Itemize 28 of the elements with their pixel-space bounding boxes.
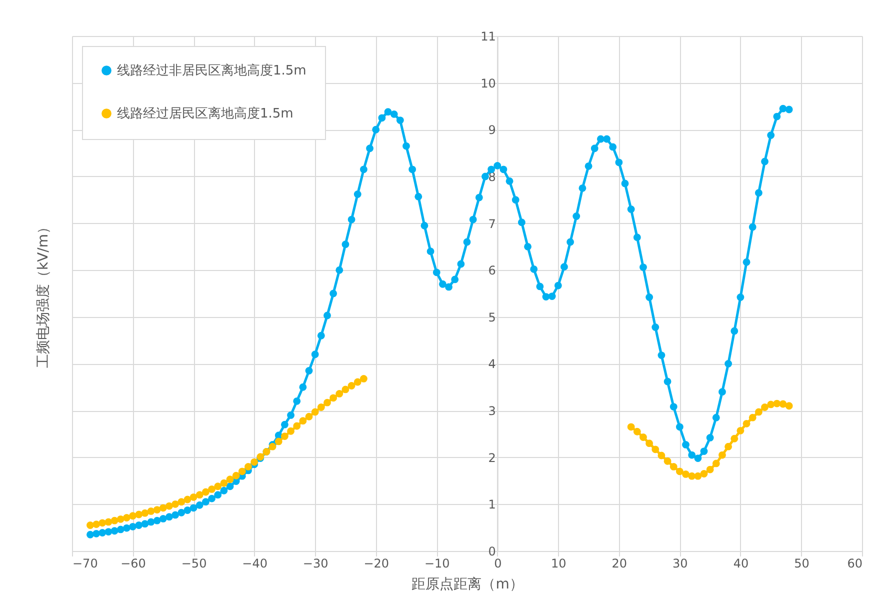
x-axis-title: 距原点距离（m） <box>412 576 524 592</box>
x-tick-label: −20 <box>364 556 390 570</box>
y-tick-label: 9 <box>488 123 496 138</box>
y-tick-label: 1 <box>488 498 496 512</box>
y-tick-label: 7 <box>488 216 496 231</box>
y-tick-label: 3 <box>488 404 496 418</box>
x-tick-label: 40 <box>733 556 749 570</box>
x-tick-label: −10 <box>424 556 450 570</box>
x-tick-label: 60 <box>847 556 862 570</box>
x-tick-label: −30 <box>302 556 328 570</box>
x-tick-label: 20 <box>612 556 628 570</box>
y-tick-label: 11 <box>480 30 496 44</box>
x-tick-label: −60 <box>120 556 146 570</box>
y-axis-title: 工频电场强度（kV/m） <box>36 220 52 368</box>
y-tick-label: 0 <box>488 544 496 558</box>
legend-label: 线路经过居民区离地高度1.5m <box>117 106 294 122</box>
y-tick-label: 10 <box>480 76 496 90</box>
y-tick-label: 4 <box>488 357 496 372</box>
x-tick-label: 30 <box>672 556 688 570</box>
legend-label: 线路经过非居民区离地高度1.5m <box>117 62 306 78</box>
x-tick-label: −70 <box>72 556 98 570</box>
y-tick-label: 6 <box>488 264 496 278</box>
y-tick-label: 2 <box>488 450 496 465</box>
x-tick-label: 10 <box>551 556 566 570</box>
x-tick-label: −40 <box>242 556 268 570</box>
x-tick-label: −50 <box>181 556 207 570</box>
x-tick-label: 50 <box>794 556 810 570</box>
y-tick-label: 5 <box>488 310 496 324</box>
